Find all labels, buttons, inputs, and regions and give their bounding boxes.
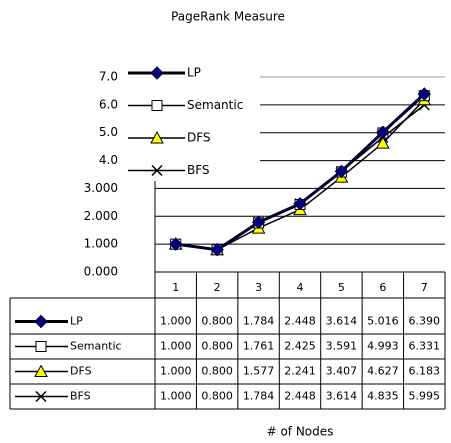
marker xyxy=(150,66,164,80)
table-value: 2.425 xyxy=(284,340,316,353)
marker xyxy=(210,243,224,257)
table-value: 1.761 xyxy=(243,340,275,353)
legend-label: DFS xyxy=(187,131,211,145)
table-value: 1.000 xyxy=(160,315,192,328)
x-tick-label: 7 xyxy=(421,281,428,294)
table-value: 2.241 xyxy=(284,365,316,378)
marker xyxy=(35,390,47,403)
marker xyxy=(169,237,183,251)
x-tick-label: 2 xyxy=(214,281,221,294)
table-value: 1.000 xyxy=(160,340,192,353)
table-row-label: LP xyxy=(70,315,83,328)
y-tick-label: 3.000 xyxy=(84,181,118,195)
table-value: 4.627 xyxy=(367,365,399,378)
y-tick-label: 7.0 xyxy=(99,70,118,84)
legend-label: Semantic xyxy=(187,98,243,112)
table-value: 1.000 xyxy=(160,365,192,378)
table-value: 1.577 xyxy=(243,365,275,378)
y-tick-label: 6.0 xyxy=(99,97,118,111)
table-value: 6.390 xyxy=(409,315,441,328)
table-value: 1.000 xyxy=(160,390,192,403)
y-tick-label: 0.000 xyxy=(84,265,118,279)
table-value: 3.407 xyxy=(326,365,358,378)
table-value: 2.448 xyxy=(284,390,316,403)
table-value: 5.995 xyxy=(409,390,441,403)
table-value: 6.331 xyxy=(409,340,441,353)
y-tick-label: 1.000 xyxy=(84,237,118,251)
x-axis-label: # of Nodes xyxy=(267,425,334,439)
x-tick-label: 1 xyxy=(172,281,179,294)
table-value: 0.800 xyxy=(201,340,233,353)
table-value: 0.800 xyxy=(201,390,233,403)
table-value: 3.614 xyxy=(326,390,358,403)
marker xyxy=(293,197,307,211)
marker xyxy=(334,164,349,179)
y-tick-label: 2.000 xyxy=(84,209,118,223)
marker xyxy=(34,314,48,329)
table-value: 0.800 xyxy=(201,365,233,378)
x-tick-label: 5 xyxy=(338,281,345,294)
x-tick-label: 6 xyxy=(379,281,386,294)
x-tick-label: 4 xyxy=(297,281,304,294)
marker xyxy=(151,164,163,177)
x-tick-label: 3 xyxy=(255,281,262,294)
marker xyxy=(417,87,431,101)
table-row-label: DFS xyxy=(70,365,92,378)
marker xyxy=(376,125,390,139)
marker xyxy=(376,136,390,149)
table-value: 2.448 xyxy=(284,315,316,328)
table-value: 6.183 xyxy=(409,365,441,378)
marker xyxy=(150,130,164,144)
table-value: 0.800 xyxy=(201,315,233,328)
marker xyxy=(251,215,266,230)
marker xyxy=(151,100,163,111)
legend-box xyxy=(120,63,260,181)
legend-label: LP xyxy=(187,66,201,80)
table-value: 3.614 xyxy=(326,315,358,328)
marker xyxy=(34,364,48,377)
y-tick-label: 5.0 xyxy=(99,125,118,139)
table-value: 1.784 xyxy=(243,390,275,403)
table-value: 1.784 xyxy=(243,315,275,328)
table-value: 4.835 xyxy=(367,390,399,403)
marker xyxy=(35,341,47,352)
legend-label: BFS xyxy=(187,163,210,177)
chart-title: PageRank Measure xyxy=(171,10,285,24)
table-row-label: Semantic xyxy=(70,340,122,353)
y-tick-label: 4.0 xyxy=(99,153,118,167)
table-value: 3.591 xyxy=(326,340,358,353)
table-value: 4.993 xyxy=(367,340,399,353)
table-value: 5.016 xyxy=(367,315,399,328)
table-row-label: BFS xyxy=(70,390,91,403)
